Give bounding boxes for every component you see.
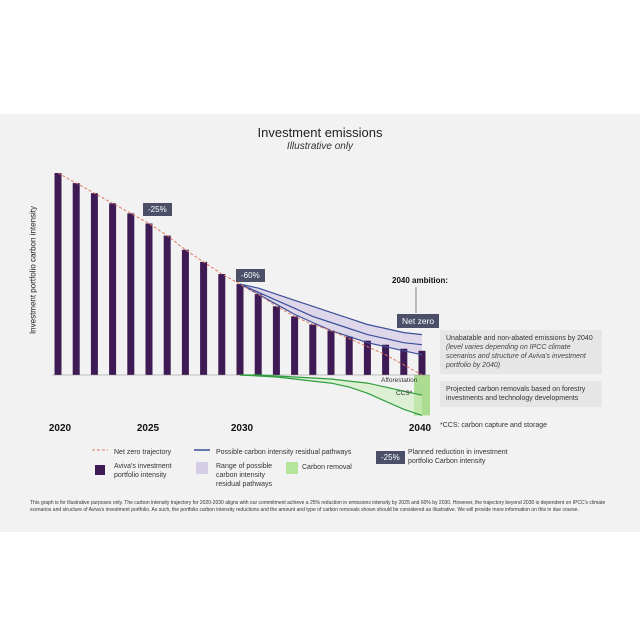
x-tick-2020: 2020 <box>48 423 72 434</box>
legend-range: Range of possible carbon intensity resid… <box>216 463 273 488</box>
afforestation-label: Afforestation <box>381 377 418 384</box>
chart-subtitle: Illustrative only <box>286 141 354 152</box>
removal-line-lower <box>239 374 423 416</box>
bar-2037 <box>363 340 371 375</box>
pathway-upper <box>239 283 423 336</box>
bar-2024 <box>127 213 135 375</box>
bar-2029 <box>218 274 226 375</box>
callout-unabatable-note: (level varies depending on IPCC climate … <box>446 344 586 370</box>
badge-minus-25: -25% <box>143 203 172 216</box>
callout-unabatable: Unabatable and non-abated emissions by 2… <box>440 330 602 375</box>
footnote: This graph is for illustrative purposes … <box>30 500 606 514</box>
callout-unabatable-main: Unabatable and non-abated emissions by 2… <box>446 335 593 342</box>
bar-2025 <box>145 223 153 375</box>
legend-carbon-removal: Carbon removal <box>302 464 352 471</box>
pathway-mid <box>239 283 423 346</box>
bar-2032 <box>272 306 280 375</box>
legend-badge-minus-25: -25% <box>376 451 405 464</box>
bar-2026 <box>163 235 171 375</box>
bar-2020 <box>54 173 62 375</box>
legend-swatch-removal <box>286 462 298 474</box>
bar-2036 <box>345 336 353 375</box>
legend-swatch-range <box>196 462 208 474</box>
legend-residual-pathways: Possible carbon intensity residual pathw… <box>216 449 352 456</box>
legend-swatch-trajectory <box>92 449 108 451</box>
chart-title: Investment emissions <box>257 125 383 140</box>
bar-2040 <box>418 350 426 375</box>
x-tick-2030: 2030 <box>230 423 254 434</box>
bar-2033 <box>291 316 299 375</box>
bar-2034 <box>309 324 317 375</box>
ccs-label: CCS* <box>396 390 413 397</box>
callout-removals: Projected carbon removals based on fores… <box>440 381 602 408</box>
bar-2035 <box>327 330 335 375</box>
ambition-label: 2040 ambition: <box>392 276 449 285</box>
bar-2027 <box>181 249 189 375</box>
ccs-footnote: *CCS: carbon capture and storage <box>440 422 548 429</box>
bar-2028 <box>200 261 208 375</box>
bar-2023 <box>109 203 117 375</box>
legend-net-zero: Net zero trajectory <box>114 449 172 456</box>
removal-line-upper <box>240 374 423 396</box>
bar-2031 <box>254 294 262 375</box>
bar-2021 <box>72 183 80 375</box>
badge-minus-60: -60% <box>236 269 265 282</box>
bar-2039 <box>400 348 408 375</box>
bar-2038 <box>382 344 390 375</box>
x-tick-2040: 2040 <box>408 423 432 434</box>
legend-planned-reduction: Planned reduction in investment portfoli… <box>408 449 508 465</box>
bar-2022 <box>90 193 98 375</box>
x-tick-2025: 2025 <box>136 423 160 434</box>
legend-portfolio-intensity: Aviva's investment portfolio intensity <box>114 463 172 479</box>
badge-net-zero: Net zero <box>397 314 440 328</box>
legend-swatch-bar <box>95 465 105 475</box>
legend-swatch-pathway <box>194 449 210 451</box>
bar-2030 <box>236 284 244 375</box>
